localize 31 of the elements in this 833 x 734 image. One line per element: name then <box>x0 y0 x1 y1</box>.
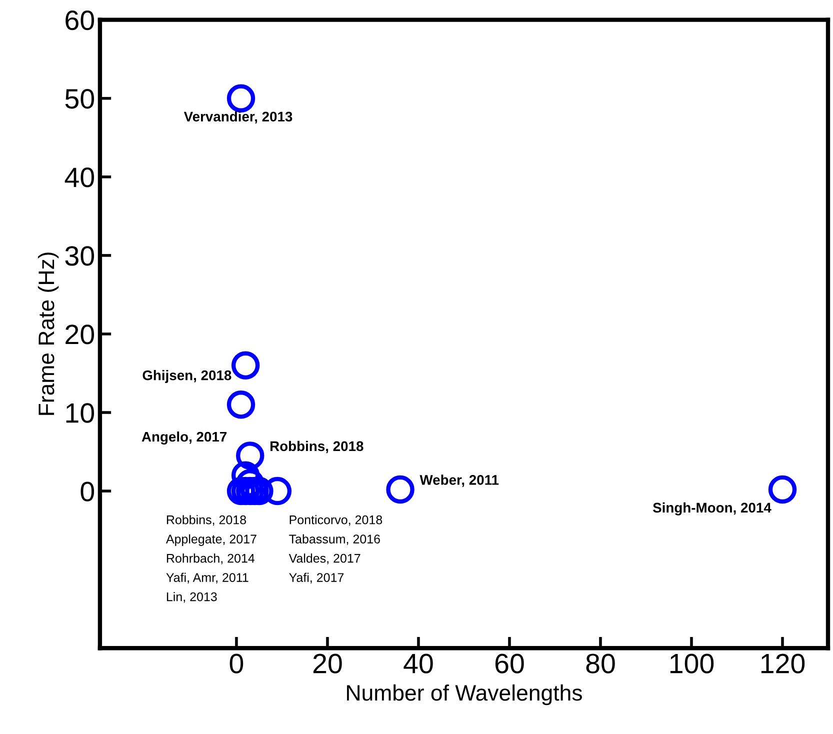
annotation: Rohrbach, 2014 <box>166 554 255 564</box>
x-tick-label: 0 <box>230 654 244 674</box>
y-tick-label: 0 <box>80 482 94 502</box>
y-axis-title: Frame Rate (Hz) <box>38 252 59 415</box>
x-tick-label: 100 <box>670 654 714 674</box>
annotation: Lin, 2013 <box>166 592 217 603</box>
annotation: Ghijsen, 2018 <box>142 370 232 383</box>
annotation: Tabassum, 2016 <box>289 534 380 545</box>
x-tick-label: 120 <box>761 654 805 674</box>
annotation: Robbins, 2018 <box>166 515 246 526</box>
annotation: Singh-Moon, 2014 <box>652 502 772 516</box>
y-tick-label: 20 <box>66 324 94 344</box>
annotation: Yafi, Amr, 2011 <box>166 572 248 584</box>
x-tick-label: 40 <box>404 654 433 674</box>
y-tick-label: 60 <box>66 10 94 30</box>
x-axis-title: Number of Wavelengths <box>347 684 582 706</box>
annotation: Ponticorvo, 2018 <box>290 515 382 526</box>
x-tick-label: 20 <box>313 654 342 674</box>
y-tick-label: 40 <box>64 168 94 188</box>
annotation: Vervandier, 2013 <box>184 111 292 124</box>
annotation: Valdes, 2017 <box>288 554 360 564</box>
y-tick-label: 30 <box>65 246 94 266</box>
annotation: Yafi, 2017 <box>289 572 344 584</box>
y-tick-label: 50 <box>65 89 94 109</box>
annotation: Robbins, 2018 <box>270 440 364 454</box>
y-tick-label: 10 <box>66 403 94 423</box>
annotation: Weber, 2011 <box>420 474 499 487</box>
annotation: Angelo, 2017 <box>142 431 227 444</box>
annotation: Applegate, 2017 <box>166 534 256 546</box>
x-tick-label: 80 <box>586 654 615 674</box>
x-tick-label: 60 <box>495 654 524 674</box>
